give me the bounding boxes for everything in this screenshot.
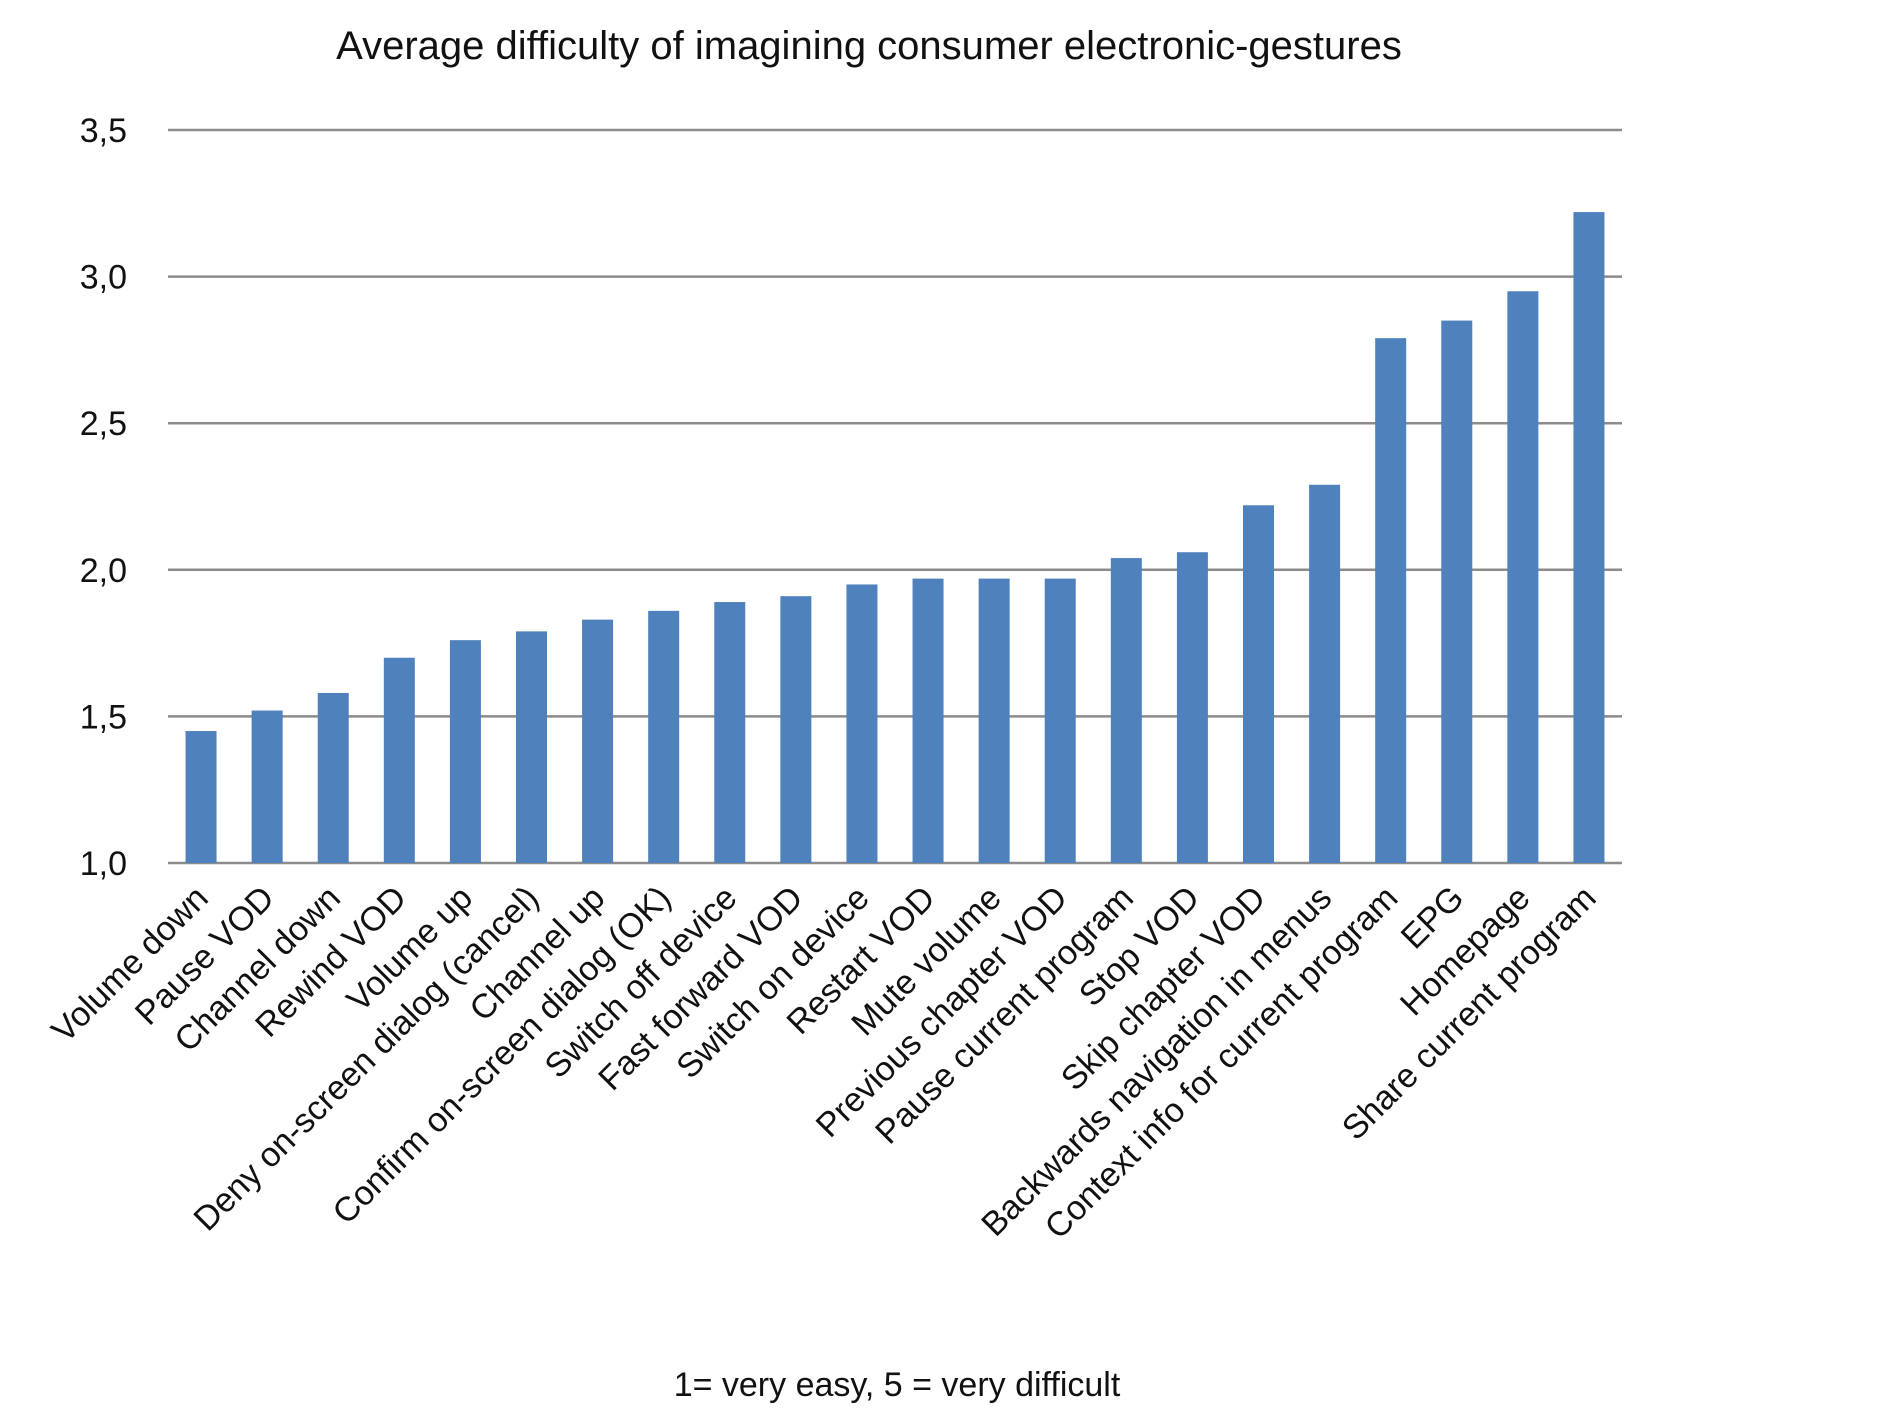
bar xyxy=(1441,320,1473,864)
bar xyxy=(912,578,944,863)
bar xyxy=(449,640,481,863)
bar xyxy=(1309,484,1341,863)
chart-title: Average difficulty of imagining consumer… xyxy=(336,24,1402,68)
bar xyxy=(978,578,1010,863)
bar xyxy=(1507,291,1539,863)
y-tick-label: 3,0 xyxy=(80,259,127,297)
bar xyxy=(846,584,878,863)
bar xyxy=(780,596,812,863)
bar xyxy=(582,619,614,863)
bar xyxy=(1573,212,1605,863)
y-tick-label: 1,5 xyxy=(80,698,127,736)
bar xyxy=(648,610,680,863)
x-axis-label: 1= very easy, 5 = very difficult xyxy=(673,1366,1121,1404)
bar xyxy=(1243,505,1274,863)
bar xyxy=(714,602,746,863)
y-tick-label: 2,0 xyxy=(80,552,127,590)
y-tick-label: 2,5 xyxy=(80,405,127,443)
bar xyxy=(383,657,415,863)
y-tick-label: 3,5 xyxy=(80,112,127,150)
bar xyxy=(1044,578,1076,863)
bar xyxy=(1110,558,1142,863)
bar xyxy=(185,731,217,863)
bar xyxy=(251,710,283,863)
y-tick-label: 1,0 xyxy=(80,845,127,883)
bar xyxy=(516,631,547,863)
bar xyxy=(317,692,349,863)
bar xyxy=(1375,338,1407,863)
bar xyxy=(1176,552,1208,863)
